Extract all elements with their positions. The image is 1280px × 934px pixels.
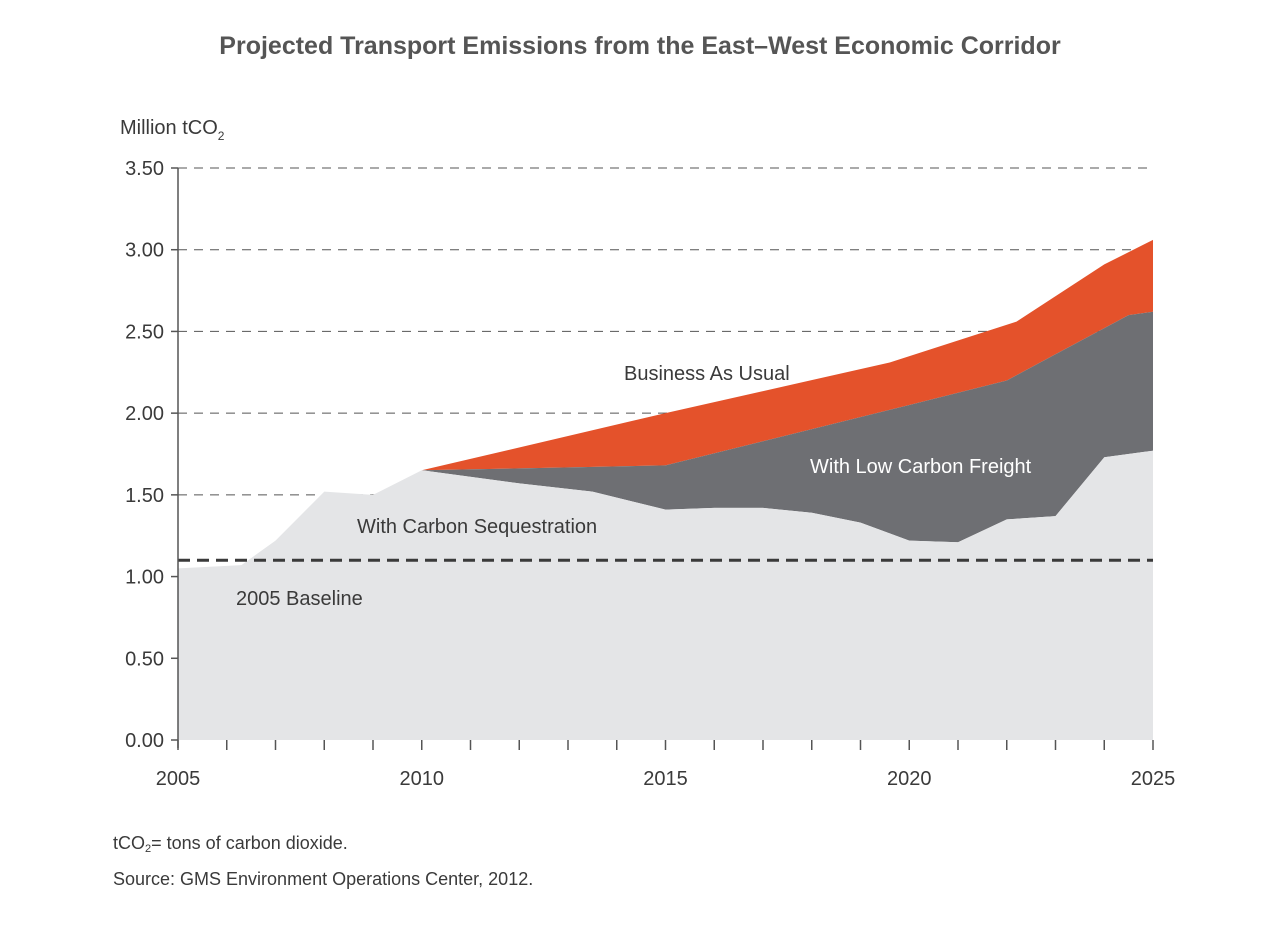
- label-carbon-sequestration: With Carbon Sequestration: [357, 516, 597, 538]
- unit-note-subscript: 2: [145, 843, 152, 855]
- x-tick-label: 2005: [156, 768, 201, 790]
- x-tick-label: 2025: [1131, 768, 1176, 790]
- label-2005-baseline: 2005 Baseline: [236, 588, 363, 610]
- source-note: Source: GMS Environment Operations Cente…: [113, 869, 534, 889]
- y-tick-label: 3.00: [125, 240, 164, 262]
- y-axis-label-subscript: 2: [218, 129, 225, 143]
- y-tick-label: 1.00: [125, 567, 164, 589]
- y-tick-label: 0.50: [125, 648, 164, 670]
- unit-note-prefix: tCO: [113, 833, 146, 853]
- y-tick-label: 2.00: [125, 403, 164, 425]
- axes: [171, 167, 1154, 750]
- area-business-as-usual: [421, 239, 1153, 471]
- y-tick-label: 3.50: [125, 158, 164, 180]
- y-tick-label: 0.00: [125, 730, 164, 752]
- unit-note: tCO2= tons of carbon dioxide.: [113, 828, 533, 864]
- y-axis-label-text: Million tCO: [120, 117, 218, 139]
- unit-note-text: = tons of carbon dioxide.: [151, 833, 348, 853]
- x-tick-label: 2020: [887, 768, 932, 790]
- label-business-as-usual: Business As Usual: [624, 363, 790, 385]
- chart-notes: tCO2= tons of carbon dioxide. Source: GM…: [113, 828, 533, 894]
- y-axis-label: Million tCO2: [120, 117, 225, 143]
- area-low-carbon-freight: [421, 311, 1153, 543]
- x-tick-label: 2015: [643, 768, 688, 790]
- y-tick-label: 2.50: [125, 321, 164, 343]
- area-carbon-sequestration: [178, 450, 1153, 740]
- tick-labels: 0.00 0.50 1.00 1.50 2.00 2.50 3.00 3.50 2005 2010…: [125, 158, 1175, 790]
- x-tick-label: 2010: [400, 768, 445, 790]
- label-low-carbon-freight: With Low Carbon Freight: [810, 456, 1032, 478]
- y-tick-label: 1.50: [125, 485, 164, 507]
- chart-title: Projected Transport Emissions from the E…: [219, 32, 1061, 60]
